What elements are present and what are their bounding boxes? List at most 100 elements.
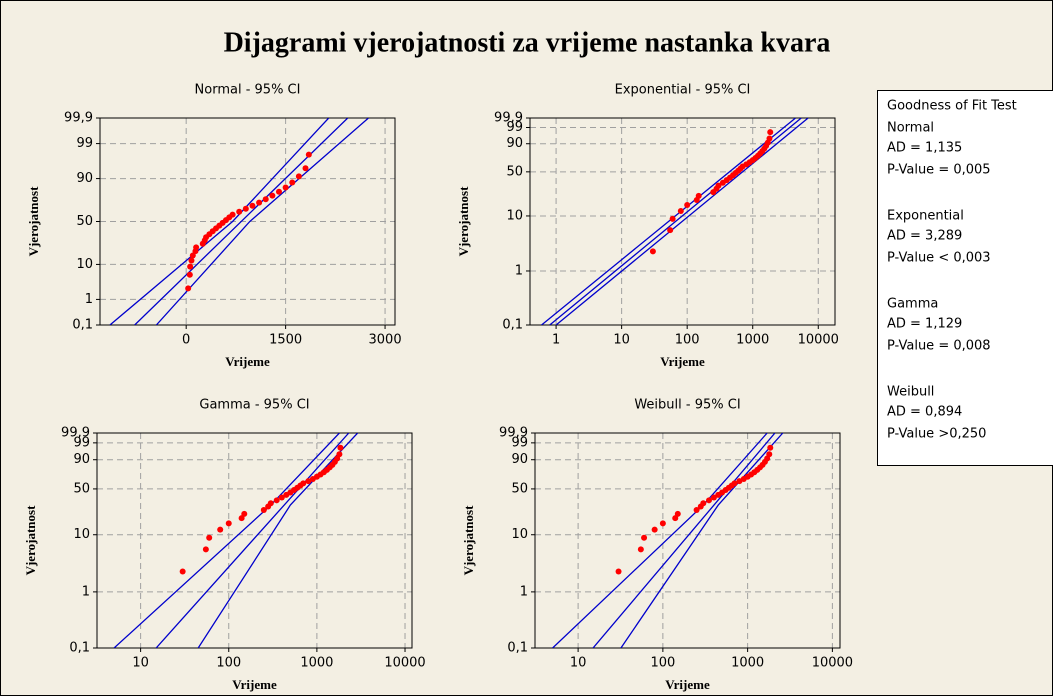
fit-ad: AD = 0,894	[887, 405, 962, 420]
data-point	[767, 129, 774, 136]
fit-ad: AD = 1,129	[887, 317, 962, 332]
y-tick-label: 99,9	[61, 426, 90, 441]
y-tick-label: 10	[511, 527, 528, 542]
data-point	[260, 506, 267, 513]
y-tick-label: 50	[76, 214, 93, 229]
data-point	[187, 263, 194, 270]
data-point	[282, 184, 289, 191]
y-axis-label: Vjerojatnost	[456, 186, 471, 256]
plot-area	[109, 118, 369, 325]
y-tick-label: 99,9	[499, 426, 528, 441]
data-point	[273, 497, 280, 504]
y-axis-label: Vjerojatnost	[23, 505, 38, 575]
data-point	[637, 546, 644, 553]
x-axis-label: Vrijeme	[225, 354, 270, 369]
panel-title: Gamma - 95% CI	[199, 398, 309, 413]
x-tick-label: 0	[182, 333, 190, 348]
data-point	[693, 506, 700, 513]
y-tick-label: 99	[511, 435, 528, 450]
fit-p: P-Value = 0,005	[887, 163, 991, 178]
fit-name: Exponential	[887, 209, 964, 224]
data-point	[256, 199, 263, 206]
x-axis-label: Vrijeme	[232, 677, 277, 692]
fit-line	[592, 433, 776, 648]
y-tick-label: 0,1	[502, 318, 523, 333]
data-point	[684, 201, 691, 208]
data-point	[766, 451, 773, 458]
data-point	[302, 165, 309, 172]
data-point	[262, 196, 269, 203]
y-tick-label: 50	[511, 481, 528, 496]
y-tick-label: 1	[82, 584, 90, 599]
y-tick-label: 10	[76, 257, 93, 272]
data-point	[651, 526, 658, 533]
data-point	[659, 520, 666, 527]
x-tick-label: 10000	[384, 656, 425, 671]
fit-line	[134, 118, 349, 325]
y-tick-label: 99,9	[494, 111, 523, 126]
data-point	[186, 271, 193, 278]
fit-ad: AD = 1,135	[887, 141, 962, 156]
y-tick-label: 1	[520, 584, 528, 599]
data-point	[241, 510, 248, 517]
y-tick-label: 99	[506, 120, 523, 135]
data-point	[206, 534, 213, 541]
x-tick-label: 10	[613, 333, 630, 348]
data-point	[615, 568, 622, 575]
x-tick-label: 100	[216, 656, 241, 671]
y-axis-label: Vjerojatnost	[461, 505, 476, 575]
x-tick-label: 100	[675, 333, 700, 348]
y-tick-label: 50	[73, 481, 90, 496]
x-tick-label: 1	[552, 333, 560, 348]
data-point	[202, 546, 209, 553]
y-tick-label: 99	[76, 136, 93, 151]
data-point	[179, 568, 186, 575]
data-point	[278, 494, 285, 501]
x-tick-label: 1000	[731, 656, 764, 671]
data-point	[185, 285, 192, 292]
y-tick-label: 90	[76, 171, 93, 186]
data-point	[300, 480, 307, 487]
data-point	[267, 500, 274, 507]
y-tick-label: 90	[73, 452, 90, 467]
y-tick-label: 10	[506, 208, 523, 223]
fit-test-box	[877, 90, 1053, 466]
ci-upper-line	[555, 118, 809, 325]
data-point	[767, 444, 774, 451]
data-point	[649, 248, 656, 255]
plot-frame	[99, 117, 396, 326]
data-point	[249, 202, 256, 209]
fit-ad: AD = 3,289	[887, 229, 962, 244]
data-point	[242, 205, 249, 212]
x-tick-label: 1500	[269, 333, 302, 348]
fit-p: P-Value = 0,008	[887, 339, 991, 354]
fit-p: P-Value >0,250	[887, 427, 986, 442]
x-axis-label: Vrijeme	[660, 354, 705, 369]
data-point	[238, 515, 245, 522]
plot-frame	[529, 117, 836, 326]
y-tick-label: 1	[85, 292, 93, 307]
main-title: Dijagrami vjerojatnosti za vrijeme nasta…	[224, 27, 831, 58]
data-point	[275, 188, 282, 195]
x-tick-label: 100	[650, 656, 675, 671]
y-tick-label: 0,1	[72, 318, 93, 333]
data-point	[700, 500, 707, 507]
y-tick-label: 1	[515, 263, 523, 278]
data-point	[337, 444, 344, 451]
data-point	[229, 211, 236, 218]
data-point	[225, 520, 232, 527]
data-point	[236, 208, 243, 215]
y-tick-label: 99,9	[64, 111, 93, 126]
ci-lower-line	[541, 118, 796, 325]
data-point	[669, 215, 676, 222]
fit-line	[155, 433, 350, 648]
fit-name: Weibull	[887, 385, 934, 400]
y-axis-label: Vjerojatnost	[26, 186, 41, 256]
y-tick-label: 90	[506, 136, 523, 151]
data-point	[305, 151, 312, 158]
y-tick-label: 50	[506, 164, 523, 179]
fit-name: Gamma	[887, 297, 938, 312]
x-tick-label: 1000	[736, 333, 769, 348]
y-tick-label: 90	[511, 452, 528, 467]
